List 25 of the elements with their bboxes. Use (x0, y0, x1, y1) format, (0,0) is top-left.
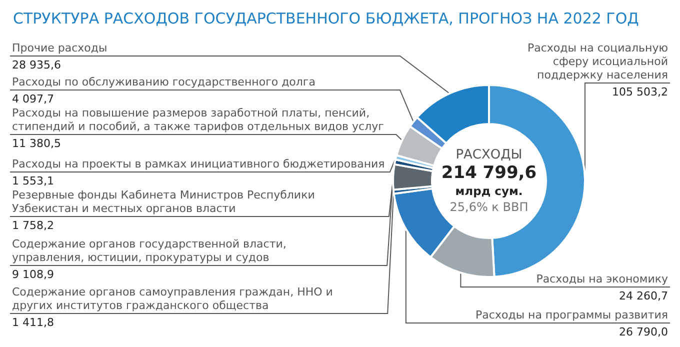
data-label: 1 758,2 (12, 219, 54, 232)
data-label: 1 411,8 (12, 316, 54, 329)
data-label: 28 935,6 (12, 58, 61, 72)
text: млрд сум. (455, 184, 523, 198)
slice-label: Расходы на проекты в рамках инициативного бюджетирования (12, 157, 385, 170)
slice-label: Содержание органов самоуправления граждан, ННО и других институтов гражданского общества (12, 285, 333, 312)
slice-label: Расходы на экономику (536, 272, 668, 286)
data-label: 4 097,7 (12, 92, 54, 106)
data-label: 9 108,9 (12, 268, 54, 281)
slice-label: Расходы на повышение размеров заработной платы, пенсий, стипендий и пособий, а также тарифов отдельных видов услуг (12, 106, 384, 133)
data-label: 24 260,7 (619, 290, 668, 302)
slice-label: Прочие расходы (12, 41, 108, 54)
slice-label: Расходы на программы развития (476, 308, 668, 322)
text: 25,6% к ВВП (450, 200, 528, 214)
slice-label: Резервные фонды Кабинета Министров Республики Узбекистан и местных органов власти (12, 188, 315, 215)
slice-label: Расходы по обслуживанию государственного долга (12, 75, 316, 88)
slice-label: Расходы на социальную сферу исоциальной поддержку населения (527, 41, 668, 82)
data-label: 26 790,0 (619, 326, 668, 338)
text: РАСХОДЫ (456, 148, 522, 162)
slice-label: Содержание органов государственной власти, управления, юстиции, прокуратуры и судов (12, 237, 286, 264)
data-label: 105 503,2 (612, 86, 668, 98)
text: 214 799,6 (441, 163, 537, 183)
data-label: 1 553,1 (12, 174, 54, 188)
data-label: 11 380,5 (12, 137, 61, 150)
chart-title: СТРУКТУРА РАСХОДОВ ГОСУДАРСТВЕННОГО БЮДЖЕТА, ПРОГНОЗ НА 2022 ГОД (13, 10, 639, 28)
